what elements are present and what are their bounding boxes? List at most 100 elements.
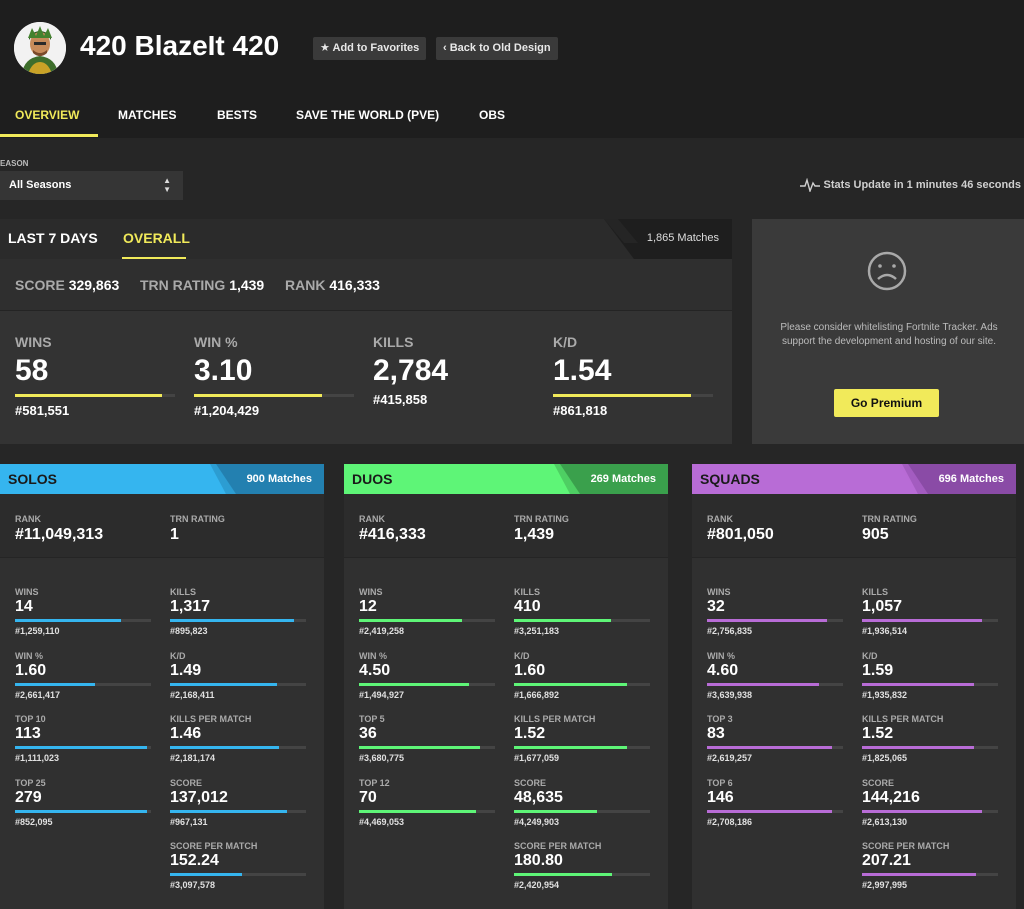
stat-label: WIN % [359, 650, 387, 661]
stat-label: KILLS [170, 587, 196, 597]
kd-bar [553, 394, 713, 397]
stat-rank: #2,756,835 [707, 626, 753, 636]
stat-bar [359, 809, 495, 813]
duos-title: DUOS [352, 471, 393, 487]
stat-bar-fill [170, 682, 278, 686]
stat-value: 410 [514, 598, 541, 615]
stat-rank: #852,095 [15, 816, 53, 827]
stat-value: 1.46 [170, 725, 202, 742]
overview-win-pct: WIN % 3.10 #1,204,429 [194, 334, 356, 418]
stat-bar [514, 746, 650, 749]
solos-summary: RANK #11,049,313 TRN RATING 1 [0, 494, 324, 558]
stat-rank: #1,935,832 [862, 689, 908, 700]
rank-label: RANK [359, 514, 385, 524]
win-pct-bar [194, 394, 354, 397]
stat-value: 83 [707, 725, 725, 742]
stat-label: TOP 25 [15, 777, 46, 788]
stat-rank: #4,469,053 [359, 816, 405, 827]
stat-value: 14 [15, 598, 33, 615]
stat-value: 146 [707, 788, 734, 806]
stat-value: 207.21 [862, 852, 911, 869]
tab-save-the-world[interactable]: SAVE THE WORLD (PVE) [296, 108, 440, 122]
stat-value: 1.60 [514, 661, 546, 679]
stat-bar [514, 873, 650, 876]
kills-label: KILLS [373, 334, 414, 350]
stat-rank: #1,825,065 [862, 753, 908, 763]
overview-kills: KILLS 2,784 #415,858 [373, 334, 535, 407]
stat-value: 1,057 [862, 598, 903, 615]
stat-bar [862, 682, 998, 686]
stat-rank: #1,677,059 [514, 753, 560, 763]
stat-rank: #3,251,183 [514, 626, 560, 636]
squads-header: SQUADS 696 Matches [692, 464, 1016, 494]
tab-bests[interactable]: BESTS [217, 108, 258, 122]
duos-rank: RANK #416,333 [359, 514, 426, 544]
squads-stat-top-6: TOP 6 146 #2,708,186 [707, 778, 843, 827]
sad-face-icon [867, 251, 907, 291]
trn-rating-value: 1 [170, 526, 179, 543]
squads-trn-rating: TRN RATING 905 [862, 514, 917, 544]
back-to-old-design-button[interactable]: ‹ Back to Old Design [436, 37, 558, 60]
stat-bar [15, 809, 151, 813]
player-name: 420 BlazeIt 420 [80, 30, 280, 61]
tab-last-7-days[interactable]: LAST 7 DAYS [8, 230, 98, 246]
stat-bar [862, 619, 998, 622]
stat-bar [862, 873, 998, 876]
duos-stat-top-5: TOP 5 36 #3,680,775 [359, 714, 495, 763]
stat-bar [359, 619, 495, 622]
stat-bar-fill [359, 809, 476, 813]
stat-rank: #1,259,110 [15, 626, 60, 636]
matches-badge-bg [604, 219, 732, 259]
stat-rank: #2,708,186 [707, 816, 753, 827]
stat-label: K/D [862, 650, 878, 661]
stat-bar [15, 682, 151, 686]
squads-stat-kills-per-match: KILLS PER MATCH 1.52 #1,825,065 [862, 714, 998, 763]
squads-summary: RANK #801,050 TRN RATING 905 [692, 494, 1016, 558]
trn-rating-label: TRN RATING [140, 277, 226, 293]
trn-rating-value: 1,439 [514, 526, 555, 543]
stat-rank: #895,823 [170, 626, 208, 636]
stat-label: SCORE [862, 777, 895, 788]
season-label: EASON [0, 159, 29, 168]
stat-rank: #1,936,514 [862, 626, 908, 636]
stat-bar-fill [862, 873, 977, 876]
solos-panel: SOLOS 900 Matches RANK #11,049,313 TRN RATIN… [0, 464, 324, 909]
stat-rank: #2,181,174 [170, 753, 216, 763]
solos-stat-top-25: TOP 25 279 #852,095 [15, 778, 151, 827]
stat-bar [170, 619, 306, 622]
stat-value: 12 [359, 598, 377, 615]
duos-header-bg [344, 464, 668, 494]
stat-rank: #2,661,417 [15, 689, 61, 700]
stat-bar-fill [359, 682, 470, 686]
stat-bar-fill [170, 809, 287, 813]
squads-header-bg [692, 464, 1016, 494]
solos-stat-kills: KILLS 1,317 #895,823 [170, 587, 306, 636]
stat-value: 1.49 [170, 661, 202, 679]
tab-overview[interactable]: OVERVIEW [15, 108, 80, 122]
stat-rank: #2,613,130 [862, 816, 908, 827]
stat-bar-fill [359, 746, 481, 749]
go-premium-button[interactable]: Go Premium [834, 389, 939, 417]
tab-overall[interactable]: OVERALL [123, 230, 190, 246]
wins-bar-fill [15, 394, 163, 397]
stat-label: TOP 5 [359, 714, 385, 724]
wins-bar [15, 394, 175, 397]
rank-value: 416,333 [329, 277, 380, 293]
stats-update: Stats Update in 1 minutes 46 seconds [799, 178, 1021, 192]
duos-stat-score-per-match: SCORE PER MATCH 180.80 #2,420,954 [514, 841, 650, 890]
squads-stat-kills: KILLS 1,057 #1,936,514 [862, 587, 998, 636]
season-select[interactable]: All Seasons ▲ ▼ [0, 171, 183, 200]
solos-stat-score-per-match: SCORE PER MATCH 152.24 #3,097,578 [170, 841, 306, 890]
stat-bar [170, 873, 306, 876]
stat-value: 1,317 [170, 598, 211, 615]
tab-obs[interactable]: OBS [479, 108, 506, 122]
tab-matches[interactable]: MATCHES [118, 108, 177, 122]
solos-stat-wins: WINS 14 #1,259,110 [15, 587, 151, 636]
solos-header: SOLOS 900 Matches [0, 464, 324, 494]
duos-header: DUOS 269 Matches [344, 464, 668, 494]
add-to-favorites-button[interactable]: ★ Add to Favorites [313, 37, 427, 60]
win-pct-bar-fill [194, 394, 322, 397]
kd-label: K/D [553, 334, 578, 350]
win-pct-rank: #1,204,429 [194, 403, 260, 418]
stat-bar-fill [514, 746, 627, 749]
